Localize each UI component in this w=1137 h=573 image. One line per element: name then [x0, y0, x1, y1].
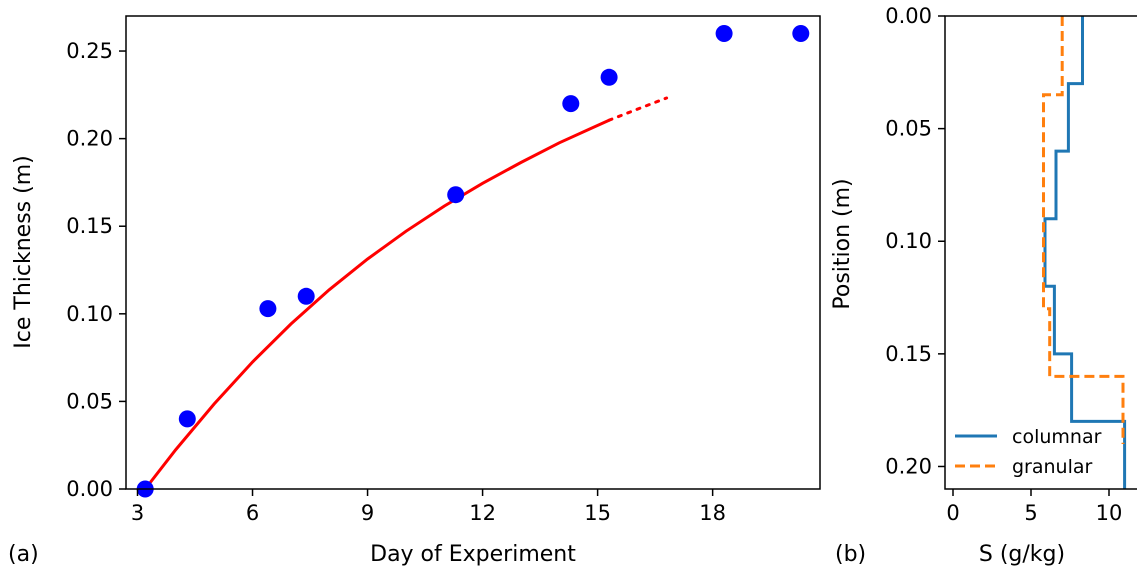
panel-b-marks	[1042, 16, 1127, 489]
panel-b-frame	[944, 15, 1137, 490]
y-tick-label: 0.05	[66, 389, 113, 413]
x-tick-label: 18	[699, 501, 726, 525]
profile-granular	[1042, 16, 1125, 444]
y-tick-label: 0.05	[885, 117, 932, 141]
x-tick-label: 0	[946, 501, 959, 525]
panel-b-legend: columnar granular	[955, 426, 1102, 478]
y-tick-label: 0.00	[66, 477, 113, 501]
y-tick-label: 0.00	[885, 4, 932, 28]
y-tick-label: 0.20	[885, 454, 932, 478]
panel-a-x-axis-label: Day of Experiment	[370, 542, 576, 567]
panel-a: 3 6 9 12 15 18 0.00 0.05 0.10 0.15 0.20 0.25 Day o…	[8, 15, 821, 567]
y-tick-label: 0.25	[66, 39, 113, 63]
y-tick-label: 0.10	[66, 302, 113, 326]
y-tick-label: 0.15	[66, 214, 113, 238]
data-point	[600, 68, 618, 86]
x-tick-label: 10	[1096, 501, 1123, 525]
x-tick-label: 12	[469, 501, 496, 525]
panel-a-label: (a)	[8, 542, 39, 567]
panel-b-x-ticks: 0 5 10	[946, 489, 1122, 525]
panel-a-y-ticks: 0.00 0.05 0.10 0.15 0.20 0.25	[66, 39, 126, 501]
x-tick-label: 9	[361, 501, 374, 525]
panel-b-x-axis-label: S (g/kg)	[979, 542, 1065, 567]
panel-a-marks	[136, 25, 810, 498]
y-tick-label: 0.20	[66, 127, 113, 151]
panel-a-x-ticks: 3 6 9 12 15 18	[131, 489, 726, 525]
panel-a-frame	[125, 15, 821, 490]
panel-b-label: (b)	[835, 542, 866, 567]
data-point	[447, 186, 465, 204]
x-tick-label: 6	[246, 501, 259, 525]
data-point	[178, 410, 196, 428]
x-tick-label: 3	[131, 501, 144, 525]
panel-b: 0 5 10 0.00 0.05 0.10 0.15 0.20 S (g/kg) Posit…	[830, 4, 1137, 567]
panel-a-y-axis-label: Ice Thickness (m)	[11, 155, 36, 348]
legend-label-granular: granular	[1012, 456, 1093, 478]
data-point	[297, 287, 315, 305]
fit-curve-extrapolation	[607, 96, 669, 122]
panel-b-y-ticks: 0.00 0.05 0.10 0.15 0.20	[885, 4, 945, 478]
fit-curve	[144, 118, 610, 490]
profile-columnar	[1043, 16, 1127, 489]
panel-b-y-axis-label: Position (m)	[830, 178, 855, 309]
x-tick-label: 5	[1024, 501, 1037, 525]
data-point	[792, 25, 810, 42]
data-point	[715, 25, 733, 42]
legend-label-columnar: columnar	[1012, 426, 1102, 448]
x-tick-label: 15	[584, 501, 611, 525]
data-point	[259, 300, 277, 318]
data-point	[562, 95, 580, 113]
y-tick-label: 0.15	[885, 342, 932, 366]
y-tick-label: 0.10	[885, 229, 932, 253]
